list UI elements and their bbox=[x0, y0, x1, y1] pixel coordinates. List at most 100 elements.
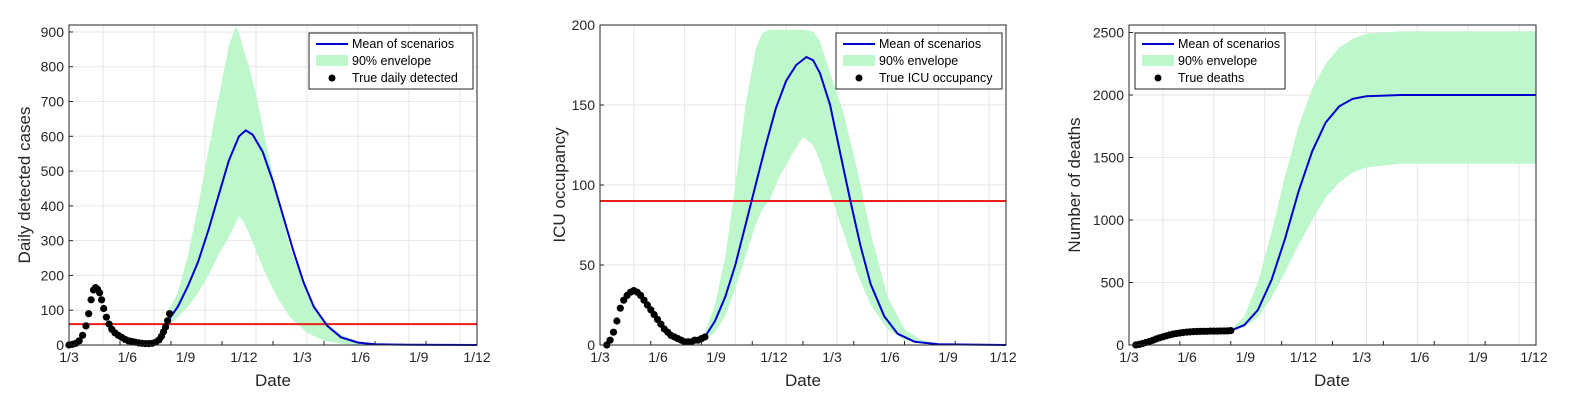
legend: Mean of scenarios 90% envelope True ICU … bbox=[835, 32, 1003, 90]
y-tick-label: 0 bbox=[56, 337, 64, 353]
legend: Mean of scenarios 90% envelope True dail… bbox=[308, 32, 474, 90]
x-tick-label: 1/6 bbox=[351, 349, 371, 365]
y-tick-label: 100 bbox=[572, 177, 596, 193]
y-tick-label: 200 bbox=[572, 17, 596, 33]
y-tick-label: 400 bbox=[41, 198, 65, 214]
y-axis-label: ICU occupancy bbox=[550, 127, 569, 243]
observed-point bbox=[75, 337, 83, 345]
y-tick-label: 100 bbox=[41, 302, 65, 318]
observed-point bbox=[102, 313, 110, 321]
x-tick-label: 1/9 bbox=[938, 349, 958, 365]
y-tick-label: 500 bbox=[41, 163, 65, 179]
y-ticks: 0 50 100 150 200 bbox=[572, 17, 1007, 353]
observed-point bbox=[87, 296, 95, 304]
observed-point bbox=[96, 289, 104, 297]
observed-point bbox=[1227, 327, 1235, 335]
legend-envelope-label: 90% envelope bbox=[352, 54, 431, 68]
y-tick-label: 700 bbox=[41, 94, 65, 110]
x-tick-label: 1/3 bbox=[590, 349, 610, 365]
x-tick-label: 1/3 bbox=[59, 349, 79, 365]
legend-mean-label: Mean of scenarios bbox=[352, 37, 454, 51]
x-tick-label: 1/9 bbox=[176, 349, 196, 365]
x-tick-label: 1/12 bbox=[1520, 349, 1547, 365]
y-tick-label: 600 bbox=[41, 128, 65, 144]
x-tick-label: 1/6 bbox=[1177, 349, 1197, 365]
y-ticks: 0 100 200 300 400 500 600 700 800 900 bbox=[41, 24, 478, 353]
envelope-band bbox=[167, 26, 477, 345]
legend-observed-swatch bbox=[855, 74, 863, 82]
observed-point bbox=[701, 333, 709, 341]
y-tick-label: 200 bbox=[41, 267, 65, 283]
x-tick-label: 1/9 bbox=[706, 349, 726, 365]
observed-points bbox=[1132, 327, 1235, 349]
y-tick-label: 0 bbox=[1116, 337, 1124, 353]
x-axis-label: Date bbox=[255, 371, 291, 390]
legend-observed-label: True daily detected bbox=[352, 71, 458, 85]
legend-observed-label: True deaths bbox=[1178, 71, 1244, 85]
y-axis-label: Daily detected cases bbox=[15, 107, 34, 264]
x-tick-label: 1/12 bbox=[760, 349, 787, 365]
legend-envelope-label: 90% envelope bbox=[1178, 54, 1257, 68]
x-tick-label: 1/3 bbox=[822, 349, 842, 365]
observed-point bbox=[162, 323, 170, 331]
y-tick-label: 900 bbox=[41, 24, 65, 40]
observed-point bbox=[98, 296, 106, 304]
legend-observed-swatch bbox=[328, 74, 336, 82]
observed-point bbox=[85, 310, 93, 318]
envelope-band bbox=[1230, 31, 1536, 332]
chart-icu-occupancy: 0 50 100 150 200 1/3 1/6 1/9 1/12 1/3 1/6 1/… bbox=[550, 17, 1017, 390]
observed-point bbox=[613, 317, 621, 325]
y-tick-label: 150 bbox=[572, 97, 596, 113]
y-axis-label: Number of deaths bbox=[1065, 117, 1084, 252]
chart-daily-detected: 0 100 200 300 400 500 600 700 800 900 1/3 1/6 1/9… bbox=[15, 24, 491, 390]
observed-point bbox=[606, 336, 614, 344]
observed-points bbox=[603, 287, 709, 349]
x-tick-label: 1/6 bbox=[648, 349, 668, 365]
y-tick-label: 1500 bbox=[1093, 150, 1124, 166]
legend-observed-swatch bbox=[1154, 74, 1162, 82]
y-tick-label: 800 bbox=[41, 59, 65, 75]
x-tick-label: 1/9 bbox=[409, 349, 429, 365]
x-axis-label: Date bbox=[1314, 371, 1350, 390]
mean-line bbox=[166, 129, 478, 346]
envelope-band bbox=[704, 29, 1006, 346]
legend-envelope-swatch bbox=[843, 55, 875, 66]
y-ticks: 0 500 1000 1500 2000 2500 bbox=[1093, 25, 1537, 353]
x-tick-label: 1/12 bbox=[989, 349, 1016, 365]
legend-envelope-label: 90% envelope bbox=[879, 54, 958, 68]
chart-deaths: 0 500 1000 1500 2000 2500 1/3 1/6 1/9 1/12 1/… bbox=[1065, 24, 1548, 390]
x-tick-label: 1/3 bbox=[1119, 349, 1139, 365]
legend-envelope-swatch bbox=[1142, 55, 1174, 66]
y-tick-label: 1000 bbox=[1093, 212, 1124, 228]
observed-point bbox=[100, 304, 108, 313]
observed-point bbox=[166, 310, 174, 318]
y-tick-label: 2500 bbox=[1093, 25, 1124, 41]
x-ticks: 1/3 1/6 1/9 1/12 1/3 1/6 1/9 1/12 bbox=[59, 349, 491, 365]
x-tick-label: 1/3 bbox=[1352, 349, 1372, 365]
observed-point bbox=[79, 331, 87, 339]
observed-point bbox=[609, 328, 618, 336]
x-tick-label: 1/6 bbox=[880, 349, 900, 365]
y-tick-label: 500 bbox=[1101, 275, 1125, 291]
observed-point bbox=[82, 322, 90, 330]
y-tick-label: 0 bbox=[587, 337, 595, 353]
x-tick-label: 1/12 bbox=[230, 349, 257, 365]
mean-line bbox=[704, 55, 1007, 346]
x-tick-label: 1/3 bbox=[292, 349, 312, 365]
observed-points bbox=[65, 284, 174, 349]
x-tick-label: 1/9 bbox=[1468, 349, 1488, 365]
x-tick-label: 1/6 bbox=[118, 349, 138, 365]
observed-point bbox=[164, 317, 172, 325]
x-ticks: 1/3 1/6 1/9 1/12 1/3 1/6 1/9 1/12 bbox=[1119, 349, 1548, 365]
x-axis-label: Date bbox=[785, 371, 821, 390]
x-tick-label: 1/12 bbox=[463, 349, 490, 365]
legend-observed-label: True ICU occupancy bbox=[879, 71, 993, 85]
x-tick-label: 1/6 bbox=[1410, 349, 1430, 365]
x-tick-label: 1/9 bbox=[1236, 349, 1256, 365]
observed-point bbox=[616, 304, 624, 312]
x-tick-label: 1/12 bbox=[1290, 349, 1317, 365]
y-tick-label: 50 bbox=[579, 257, 595, 273]
x-ticks: 1/3 1/6 1/9 1/12 1/3 1/6 1/9 1/12 bbox=[590, 349, 1017, 365]
legend-mean-label: Mean of scenarios bbox=[879, 37, 981, 51]
